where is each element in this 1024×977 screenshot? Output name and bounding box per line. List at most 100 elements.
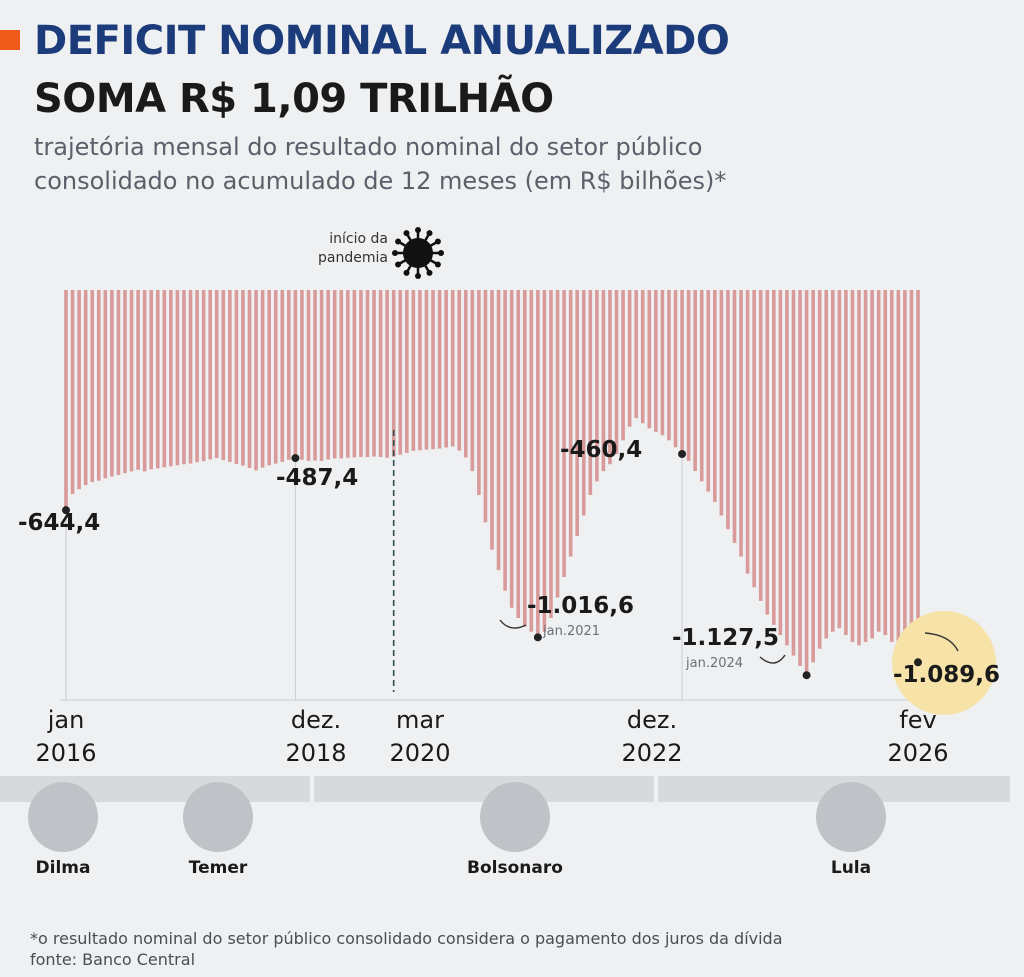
accent-square <box>0 30 20 50</box>
bar-66 <box>496 290 501 571</box>
bar-106 <box>758 290 763 601</box>
pandemic-annotation: início da pandemia <box>318 227 444 279</box>
bar-113 <box>804 290 809 676</box>
chart-title: DEFICIT NOMINAL ANUALIZADO <box>34 18 730 64</box>
guide-lines <box>60 430 996 715</box>
bar-98 <box>706 290 711 492</box>
bar-14 <box>155 290 160 469</box>
bar-13 <box>149 290 154 470</box>
bar-84 <box>614 290 619 454</box>
bar-105 <box>752 290 756 588</box>
bar-78 <box>575 290 580 536</box>
bar-116 <box>824 290 829 639</box>
bar-126 <box>889 290 894 642</box>
arrow-2024 <box>759 654 786 664</box>
bar-119 <box>844 290 848 636</box>
bar-69 <box>516 290 521 618</box>
bar-53 <box>411 290 416 451</box>
point-marker-3 <box>678 450 687 458</box>
bar-104 <box>745 290 750 574</box>
bar-33 <box>280 290 285 462</box>
bar-72 <box>536 290 540 638</box>
bar-99 <box>713 290 717 502</box>
bar-130 <box>916 290 920 663</box>
bar-3 <box>83 290 88 486</box>
bar-41 <box>332 290 337 459</box>
bar-120 <box>850 290 855 642</box>
president-name-dilma: Dilma <box>35 858 91 878</box>
bar-70 <box>522 290 527 627</box>
bar-67 <box>503 290 507 591</box>
bar-15 <box>162 290 167 468</box>
bar-117 <box>830 290 835 632</box>
bar-59 <box>450 290 455 447</box>
president-name-bolsonaro: Bolsonaro <box>467 858 563 878</box>
bar-80 <box>588 290 593 495</box>
bar-96 <box>693 290 697 472</box>
subtitle-line-2: consolidado no acumulado de 12 meses (em… <box>34 167 727 195</box>
bar-9 <box>123 290 127 474</box>
point-marker-2 <box>533 633 542 642</box>
bar-107 <box>765 290 770 615</box>
bar-34 <box>287 290 291 460</box>
bar-51 <box>398 290 403 455</box>
bar-62 <box>470 290 475 472</box>
bar-122 <box>863 290 868 642</box>
bar-71 <box>529 290 534 632</box>
bar-88 <box>640 290 645 424</box>
bar-86 <box>627 290 632 427</box>
point-marker-5 <box>914 658 922 667</box>
bar-28 <box>247 290 252 469</box>
bar-125 <box>883 290 888 636</box>
footnote-note: *o resultado nominal do setor público co… <box>30 929 783 948</box>
x-tick-month-0: jan <box>47 706 85 734</box>
bar-68 <box>509 290 514 608</box>
annotation-line-2: pandemia <box>318 250 388 266</box>
x-tick-year-0: 2016 <box>35 739 96 767</box>
bar-103 <box>739 290 743 557</box>
bar-30 <box>260 290 265 468</box>
bar-7 <box>110 290 114 477</box>
avatar-bolsonaro <box>480 782 550 852</box>
timeline-bolsonaro <box>314 776 654 802</box>
avatar-lula <box>816 782 886 852</box>
bar-81 <box>595 290 599 482</box>
bar-55 <box>424 290 429 450</box>
bar-25 <box>228 290 232 462</box>
bar-75 <box>555 290 560 598</box>
bar-79 <box>581 290 586 516</box>
bar-124 <box>876 290 881 632</box>
bar-87 <box>634 290 638 419</box>
bar-60 <box>457 290 462 451</box>
bar-47 <box>372 290 376 457</box>
president-name-temer: Temer <box>188 858 248 878</box>
bar-27 <box>241 290 245 466</box>
bar-61 <box>463 290 468 458</box>
bar-95 <box>686 290 691 461</box>
bar-91 <box>660 290 665 436</box>
bar-40 <box>326 290 330 460</box>
data-label-1: -487,4 <box>276 465 358 491</box>
bar-8 <box>116 290 121 475</box>
footnote-source: fonte: Banco Central <box>30 950 196 969</box>
arrow-2021 <box>499 619 527 629</box>
bar-112 <box>798 290 802 666</box>
subtitle: trajetória mensal do resultado nominal d… <box>34 130 994 198</box>
bar-100 <box>719 290 724 516</box>
bar-50 <box>391 290 396 457</box>
bar-58 <box>444 290 448 448</box>
point-marker-1 <box>291 454 300 463</box>
arrow-2026 <box>924 632 959 652</box>
bar-121 <box>857 290 861 646</box>
bar-90 <box>654 290 658 432</box>
bar-32 <box>273 290 278 464</box>
bar-89 <box>647 290 652 429</box>
bar-17 <box>175 290 180 466</box>
bar-94 <box>680 290 684 454</box>
bar-49 <box>385 290 389 458</box>
point-marker-4 <box>802 671 811 680</box>
bar-26 <box>234 290 239 464</box>
avatar-dilma <box>28 782 98 852</box>
bar-11 <box>136 290 140 470</box>
bar-57 <box>437 290 442 449</box>
